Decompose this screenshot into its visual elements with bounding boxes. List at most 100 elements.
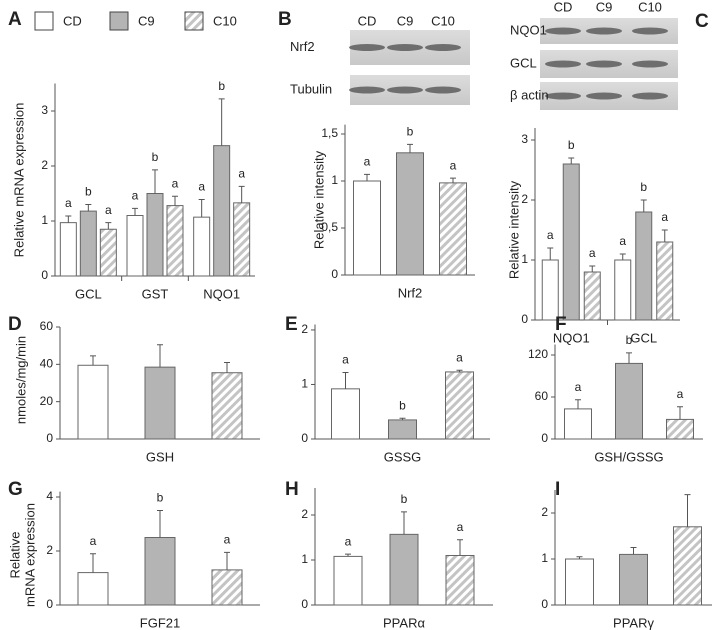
y-tick-label: 0,5 [321, 220, 338, 234]
error-bar [345, 553, 351, 557]
x-tick-label: GSSG [384, 449, 422, 464]
bar [146, 193, 164, 277]
error-bar [661, 229, 668, 242]
significance-letter: a [456, 350, 463, 364]
y-tick-label: 1,5 [321, 126, 338, 140]
significance-letter: b [568, 138, 575, 152]
y-tick-label: 0 [46, 431, 53, 445]
bar [439, 182, 467, 276]
y-axis-label: Relative intensity [311, 150, 326, 249]
y-tick-label: 60 [40, 319, 54, 333]
significance-letter: b [399, 398, 406, 412]
y-axis-label: Relative intensity [506, 180, 521, 279]
blot-label: GCL [510, 55, 537, 70]
significance-letter: a [238, 167, 245, 181]
y-tick-label: 2 [41, 158, 48, 172]
error-bar [224, 361, 230, 373]
y-tick-label: 120 [528, 347, 548, 361]
y-axis-label: mRNA expression [22, 503, 37, 607]
legend-label: CD [63, 13, 82, 28]
error-bar [218, 98, 225, 146]
y-tick-label: 2 [46, 543, 53, 557]
lane-label: CD [554, 0, 573, 14]
blot-band [545, 27, 581, 35]
bar [126, 215, 144, 277]
y-tick-label: 4 [46, 489, 53, 503]
significance-letter: a [589, 246, 596, 260]
panel-label: A [8, 9, 22, 30]
error-bar [399, 417, 406, 420]
blot-band [632, 60, 668, 68]
significance-letter: a [677, 387, 684, 401]
panel-label: C [695, 11, 709, 32]
significance-letter: a [65, 196, 72, 210]
significance-letter: a [90, 534, 97, 548]
legend-label: C9 [138, 13, 155, 28]
error-bar [619, 253, 626, 260]
significance-letter: a [450, 158, 457, 172]
bar [445, 371, 474, 440]
significance-letter: a [345, 534, 352, 548]
y-tick-label: 0 [301, 431, 308, 445]
blot-band [349, 44, 385, 51]
significance-letter: a [575, 380, 582, 394]
blot-band [425, 44, 461, 51]
panel-label: E [285, 314, 298, 335]
error-bar [238, 185, 245, 203]
bar [656, 241, 674, 321]
panel-label: D [8, 314, 22, 335]
error-bar [576, 556, 583, 559]
x-tick-label: GSH/GSSG [594, 449, 663, 464]
error-bar [677, 406, 683, 420]
error-bar [342, 371, 349, 389]
blot-band [387, 44, 423, 51]
error-bar [364, 173, 370, 181]
error-bar [198, 199, 205, 218]
bar [144, 366, 176, 440]
significance-letter: a [457, 520, 464, 534]
x-tick-label: GST [142, 286, 169, 301]
bar [541, 259, 559, 321]
blot-label: Tubulin [290, 81, 332, 96]
x-tick-label: GSH [146, 449, 174, 464]
error-bar [132, 207, 138, 216]
error-bar [684, 494, 691, 527]
significance-letter: b [626, 333, 633, 347]
error-bar [105, 222, 112, 230]
bar [396, 152, 424, 276]
bar [673, 526, 702, 606]
y-tick-label: 3 [521, 132, 528, 146]
y-tick-label: 0 [331, 267, 338, 281]
panel-label: I [555, 479, 560, 500]
error-bar [157, 344, 163, 368]
y-tick-label: 20 [40, 394, 54, 408]
x-tick-label: GCL [75, 286, 102, 301]
bar [583, 271, 601, 321]
significance-letter: b [401, 492, 408, 506]
y-tick-label: 1 [541, 551, 548, 565]
y-tick-label: 3 [41, 103, 48, 117]
error-bar [589, 265, 596, 272]
blot-label: Nrf2 [290, 39, 315, 54]
significance-letter: a [619, 234, 626, 248]
bar [564, 408, 592, 440]
error-bar [157, 510, 163, 538]
panel-label: H [285, 479, 299, 500]
y-axis-label: nmoles/mg/min [13, 336, 28, 424]
bar [59, 222, 77, 277]
lane-label: C9 [596, 0, 613, 14]
significance-letter: a [342, 353, 349, 367]
y-tick-label: 40 [40, 357, 54, 371]
bar [166, 205, 184, 277]
x-tick-label: NQO1 [553, 330, 590, 345]
error-bar [152, 169, 158, 194]
panel-label: B [278, 9, 292, 30]
y-tick-label: 1 [41, 213, 48, 227]
blot-band [586, 60, 622, 68]
bar [211, 372, 243, 440]
legend-label: C10 [213, 13, 237, 28]
y-tick-label: 2 [301, 322, 308, 336]
error-bar [630, 547, 637, 555]
bar [562, 163, 580, 321]
